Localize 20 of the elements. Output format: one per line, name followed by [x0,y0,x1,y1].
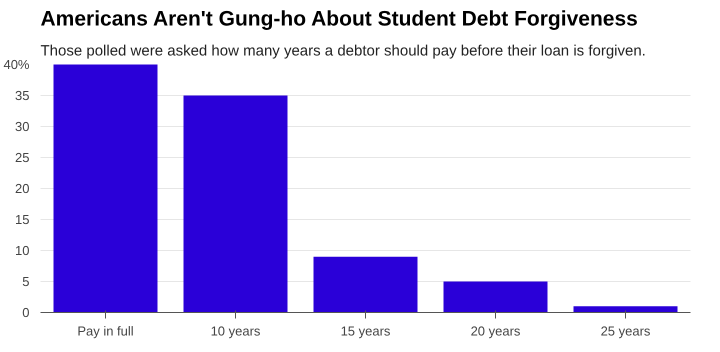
y-tick-label: 10 [15,243,30,258]
y-tick-label: 30 [15,119,30,134]
y-tick-label: 0 [22,305,30,320]
x-tick-label: 25 years [600,324,651,338]
chart-title: Americans Aren't Gung-ho About Student Debt Forgiveness [40,8,638,30]
x-tick-label: Pay in full [77,324,134,338]
x-tick-label: 20 years [470,324,521,338]
y-tick-label: 35 [15,88,30,103]
y-tick-label: 25 [15,150,30,165]
bar [444,282,548,312]
x-tick-label: 15 years [340,324,391,338]
bar [314,256,418,312]
bar [54,64,158,312]
y-tick-label: 20 [15,181,30,196]
x-tick-label: 10 years [210,324,261,338]
y-tick-label: 40% [3,57,30,72]
chart-subtitle: Those polled were asked how many years a debtor should pay before their loan is forgiven. [40,42,646,60]
bar [184,96,288,312]
y-tick-label: 15 [15,212,30,227]
y-tick-label: 5 [22,274,30,289]
